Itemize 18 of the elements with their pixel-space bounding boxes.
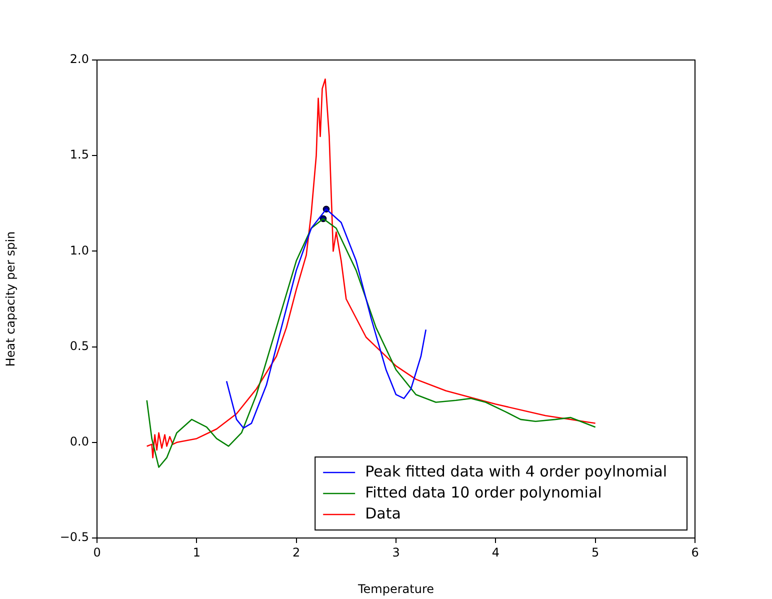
x-tick-label: 0 <box>93 545 101 560</box>
legend-label: Data <box>365 504 401 522</box>
y-tick-label: 2.0 <box>70 52 89 66</box>
y-tick-label: 1.5 <box>70 148 89 162</box>
legend-label: Fitted data 10 order polynomial <box>365 483 602 502</box>
x-tick-label: 3 <box>392 545 400 560</box>
y-tick-label: 0.0 <box>70 434 89 449</box>
x-tick-label: 6 <box>691 545 699 560</box>
x-tick-label: 4 <box>492 545 500 560</box>
y-tick-label: 0.5 <box>70 338 89 353</box>
y-tick-label: 1.0 <box>70 243 89 258</box>
x-tick-label: 1 <box>192 545 200 560</box>
x-axis-title: Temperature <box>356 582 434 596</box>
x-tick-label: 5 <box>592 545 600 560</box>
y-tick-label: −0.5 <box>60 530 89 544</box>
y-axis-title: Heat capacity per spin <box>3 231 18 367</box>
x-tick-label: 2 <box>292 545 300 560</box>
legend-label: Peak fitted data with 4 order poylnomial <box>365 462 667 480</box>
